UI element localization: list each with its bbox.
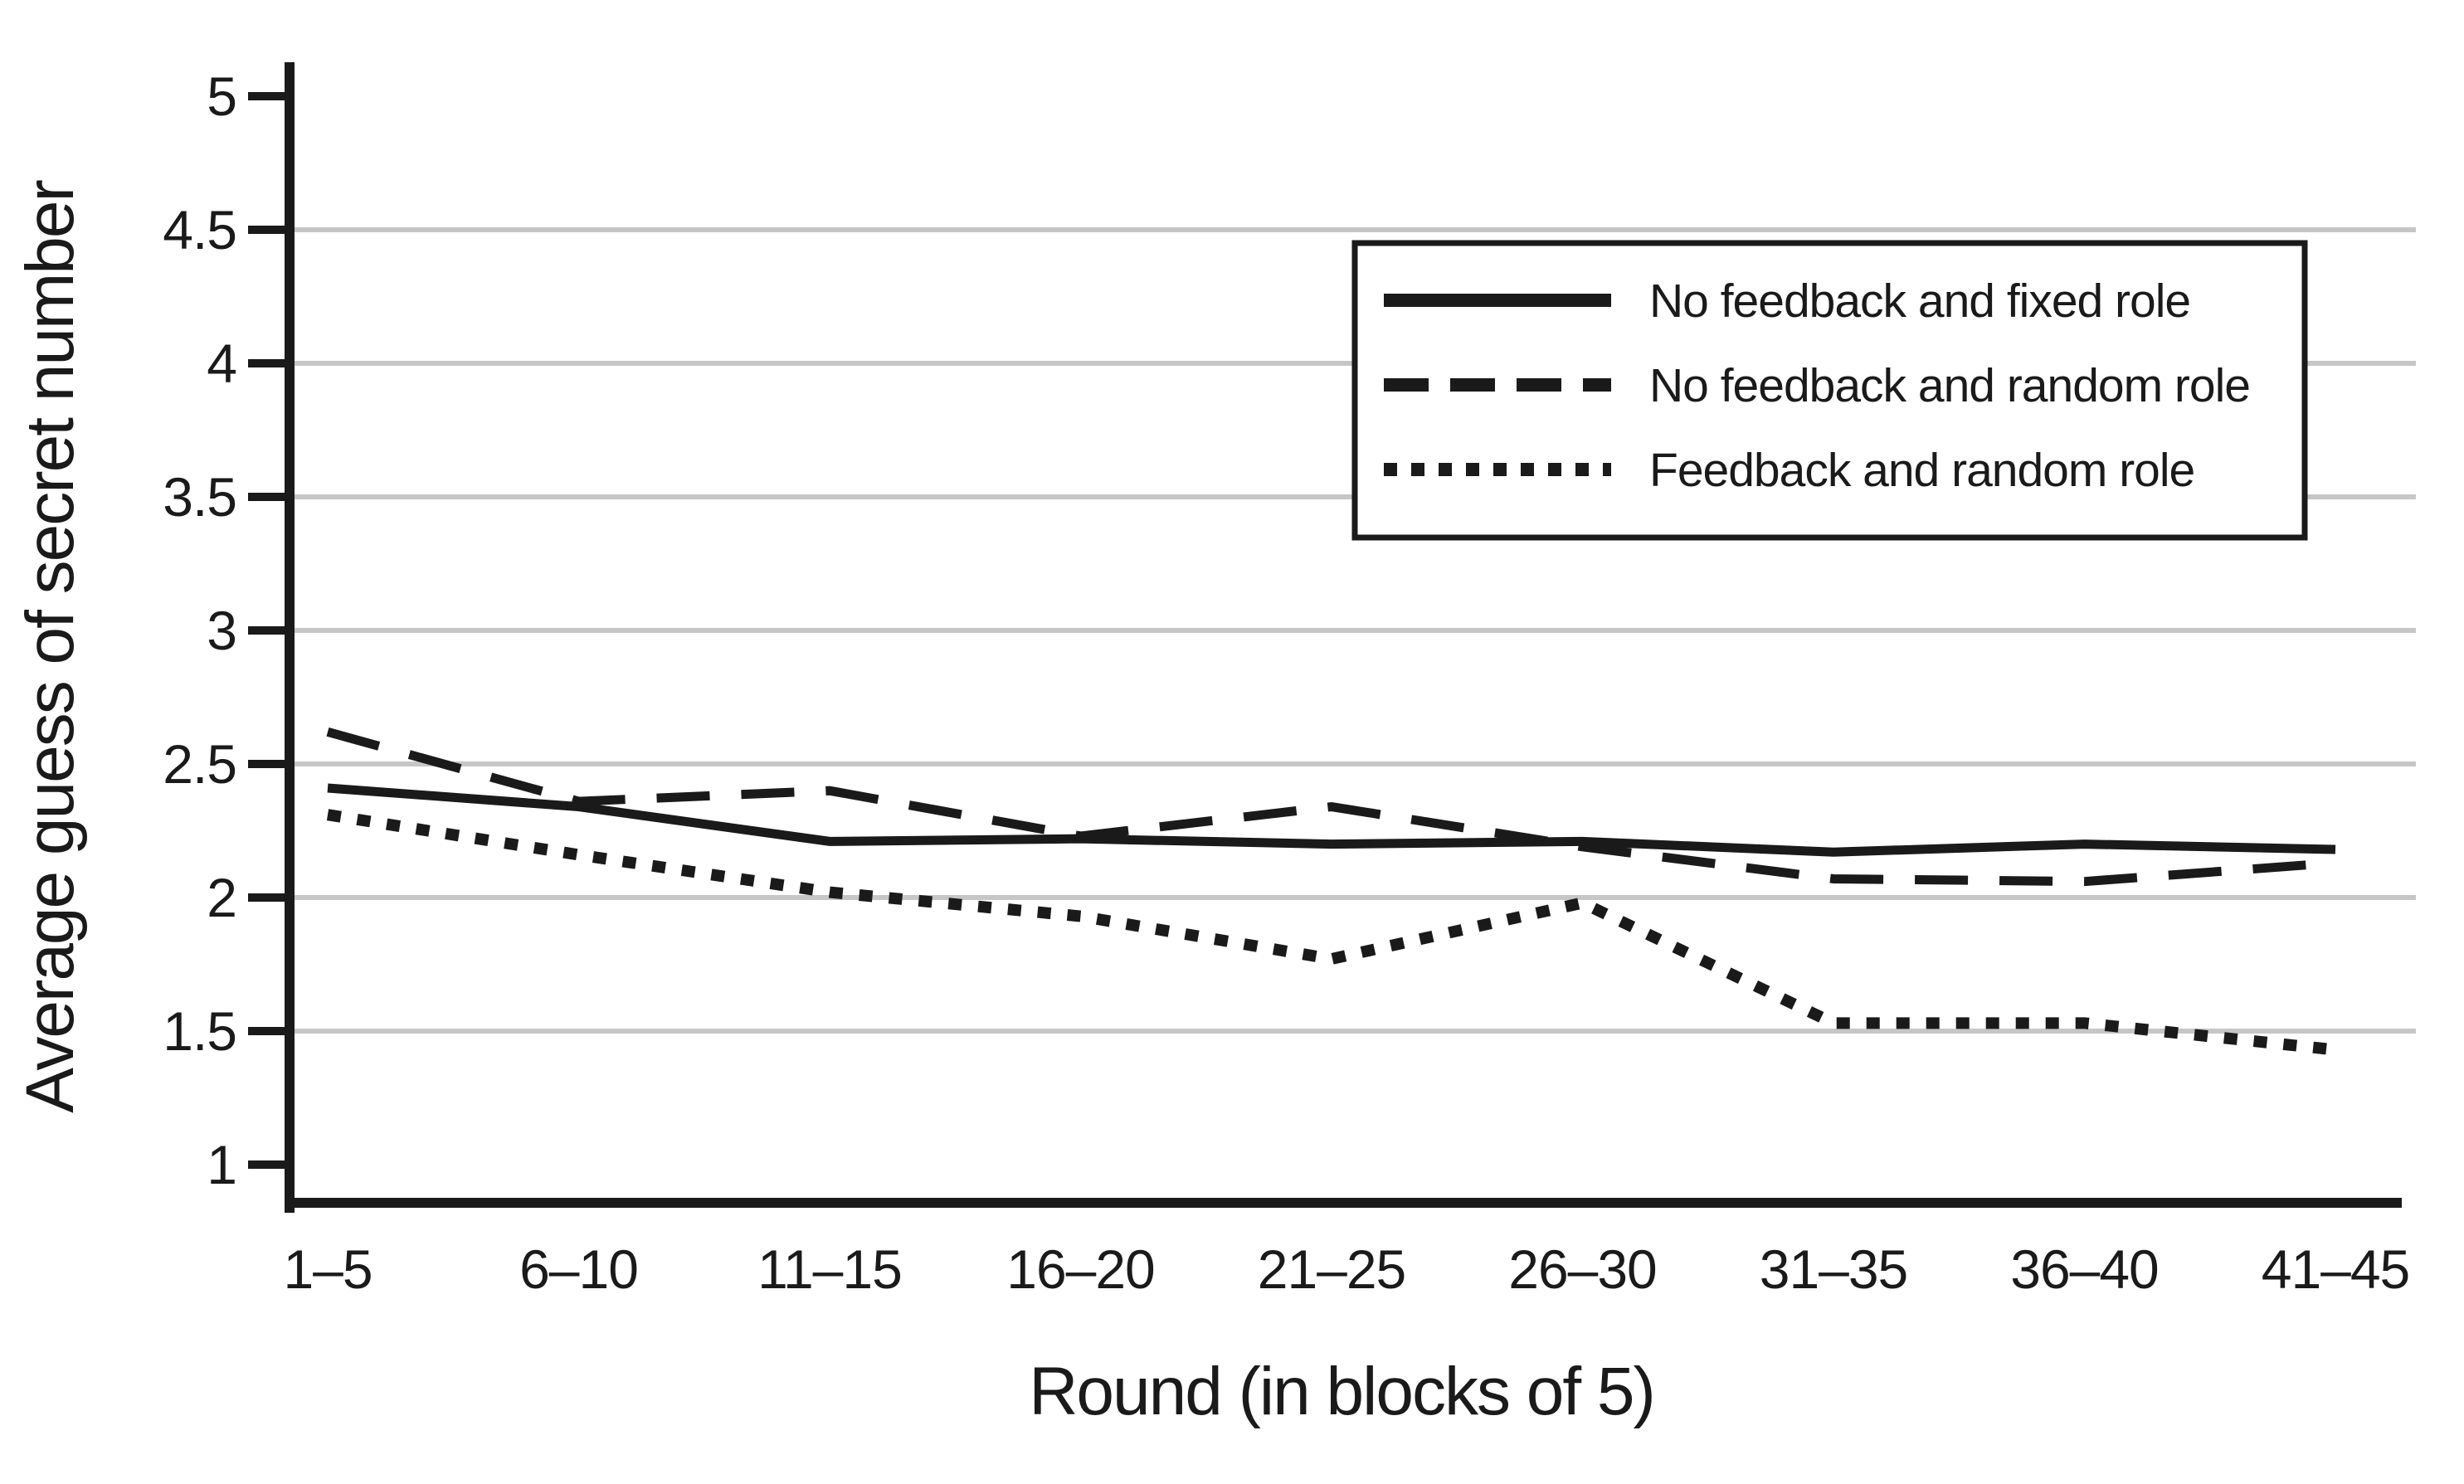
x-tick-label: 26–30	[1508, 1238, 1657, 1300]
x-tick-label: 36–40	[2010, 1238, 2159, 1300]
legend-label: No feedback and fixed role	[1649, 275, 2190, 328]
legend-item: No feedback and random role	[1384, 359, 2251, 412]
axes-layer	[285, 62, 2402, 1213]
x-tick-label: 41–45	[2262, 1238, 2410, 1300]
y-tick-label: 2.5	[163, 733, 236, 795]
x-axis-title: Round (in blocks of 5)	[1029, 1354, 1654, 1429]
series-layer	[326, 727, 2336, 1056]
y-tick-label: 1	[207, 1134, 236, 1195]
y-tick-label: 2	[207, 867, 236, 928]
legend-label: Feedback and random role	[1649, 444, 2194, 497]
legend-item: No feedback and fixed role	[1384, 275, 2191, 328]
legend-box	[1351, 240, 2308, 541]
x-tick-label: 11–15	[757, 1238, 902, 1300]
legend-label: No feedback and random role	[1649, 359, 2250, 412]
y-tick-label: 3.5	[163, 466, 236, 528]
y-tick-label: 3	[207, 600, 236, 661]
y-tick-label: 4.5	[163, 199, 236, 260]
y-axis-title: Average guess of secret number	[12, 181, 88, 1113]
y-tick-label: 5	[207, 66, 236, 127]
x-tick-label: 31–35	[1760, 1238, 1908, 1300]
series-line-dashed	[326, 727, 2336, 887]
legend-layer: No feedback and fixed role No feedback an…	[1351, 240, 2308, 541]
y-tick-label: 1.5	[163, 1000, 236, 1062]
x-tick-label: 1–5	[283, 1238, 372, 1300]
series-line-solid	[327, 783, 2336, 857]
x-tick-label: 6–10	[519, 1238, 638, 1300]
x-tick-label: 21–25	[1258, 1238, 1406, 1300]
legend-item: Feedback and random role	[1384, 444, 2195, 497]
x-tick-label: 16–20	[1006, 1238, 1155, 1300]
series-line-dotted	[326, 809, 2336, 1056]
ticks-layer: 1 1.5 2 2.5 3 3.5 4 4.5 5 1–5 6–10 11–15 16–20 21–25 2…	[163, 66, 2410, 1300]
y-tick-label: 4	[207, 333, 236, 394]
